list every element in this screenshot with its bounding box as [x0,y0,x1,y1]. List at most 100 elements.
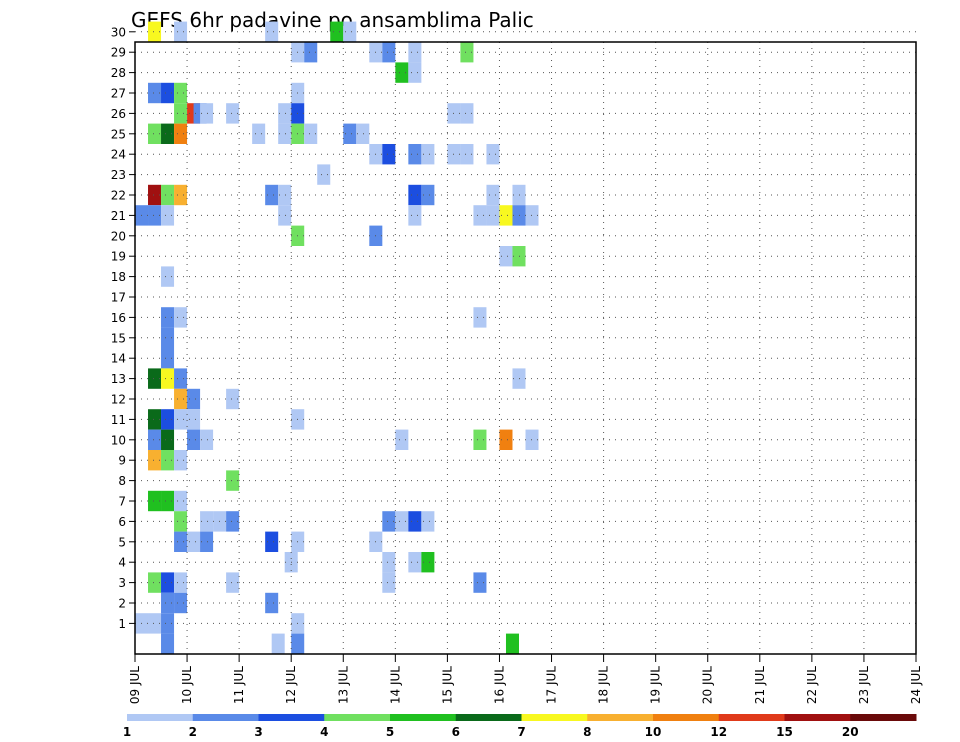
precip-cell [161,490,175,512]
precip-cell [174,511,188,532]
precip-cell [382,552,396,573]
y-tick-label: 9 [118,454,126,468]
precip-cell [499,246,513,267]
colorbar-swatch [718,714,785,721]
colorbar-swatch [258,714,325,721]
precip-cell [161,633,175,654]
colorbar-label: 4 [320,725,328,739]
x-tick-label: 12 JUL [284,666,298,704]
colorbar-swatch [850,714,917,721]
precip-cell [148,572,162,593]
colorbar-swatch [653,714,720,721]
y-tick-label: 23 [111,168,126,182]
colorbar-swatch [455,714,522,721]
precip-cell [408,205,422,226]
precip-cell [382,572,396,593]
x-tick-label: 10 JUL [180,666,194,704]
precip-cell [395,62,409,83]
y-tick-label: 27 [111,87,126,101]
precip-cell [505,633,519,654]
precip-cell [161,450,175,471]
precip-cell [395,511,409,532]
y-tick-label: 13 [111,372,126,386]
precip-cell [161,348,175,369]
precip-cell [486,205,500,226]
precip-cell [161,205,175,226]
precip-cell [499,429,513,450]
colorbar: 1 2 3 4 5 6 7 8 10 12 15 20 [123,714,917,739]
precip-cell [148,205,162,226]
precip-cell [161,123,175,144]
precip-cell [148,429,162,450]
precip-cell [512,246,526,267]
precip-cell [148,450,162,471]
precip-cell [174,572,188,593]
precip-cell [486,184,500,206]
x-tick-label: 20 JUL [701,666,715,704]
precip-cell [187,409,201,430]
x-tick-label: 09 JUL [128,666,142,704]
precip-cell [161,429,175,450]
precip-cell [512,184,526,206]
precip-cell [343,123,357,144]
y-axis: 1234567891011121314151617181920212223242… [111,25,135,631]
precip-cell [200,511,214,532]
colorbar-swatch [784,714,851,721]
precip-cell [174,490,188,512]
precip-cell [174,592,188,614]
precip-cell [174,307,188,328]
precip-cell [271,633,285,654]
x-tick-label: 13 JUL [336,666,350,704]
colorbar-swatch [390,714,457,721]
precip-cell [174,531,188,552]
precip-cell [317,164,331,185]
colorbar-label: 5 [386,725,394,739]
colorbar-label: 6 [452,725,460,739]
x-tick-label: 15 JUL [440,666,454,704]
y-tick-label: 25 [111,127,126,141]
precip-cell [512,368,526,389]
precip-cell [252,123,266,144]
precip-cell [356,123,370,144]
x-tick-label: 16 JUL [492,666,506,704]
precip-cell [187,429,201,450]
precip-cell [148,368,162,389]
y-tick-label: 7 [118,495,126,509]
precip-cell [174,184,188,206]
y-tick-label: 21 [111,209,126,223]
precip-cell [187,531,201,552]
precip-cell [382,511,396,532]
colorbar-swatch [127,714,194,721]
precip-cell [421,552,435,573]
precip-cell [161,82,175,104]
precip-cell [304,123,318,144]
y-tick-label: 22 [111,189,126,203]
colorbar-label: 7 [517,725,525,739]
y-tick-label: 4 [118,556,126,570]
y-tick-label: 20 [111,229,126,243]
colorbar-swatch [324,714,391,721]
precip-cell [148,123,162,144]
colorbar-label: 2 [189,725,197,739]
precip-cell [278,205,292,226]
colorbar-label: 3 [254,725,262,739]
precip-cell [460,103,474,124]
precip-cell [226,388,240,410]
precip-cell [174,409,188,430]
precip-cell [382,144,396,165]
precip-cell [161,592,175,614]
precip-cell [161,184,175,206]
colorbar-label: 10 [645,725,662,739]
precip-cell [291,633,305,654]
precip-cell [408,184,422,206]
x-tick-label: 24 JUL [909,666,923,704]
precip-cell [486,144,500,165]
plot-frame [134,41,917,655]
y-tick-label: 29 [111,46,126,60]
x-tick-label: 23 JUL [857,666,871,704]
y-tick-label: 28 [111,66,126,80]
precip-cell [343,21,357,42]
precip-cell [148,409,162,430]
precip-cell [278,123,292,144]
precip-cell [382,42,396,63]
